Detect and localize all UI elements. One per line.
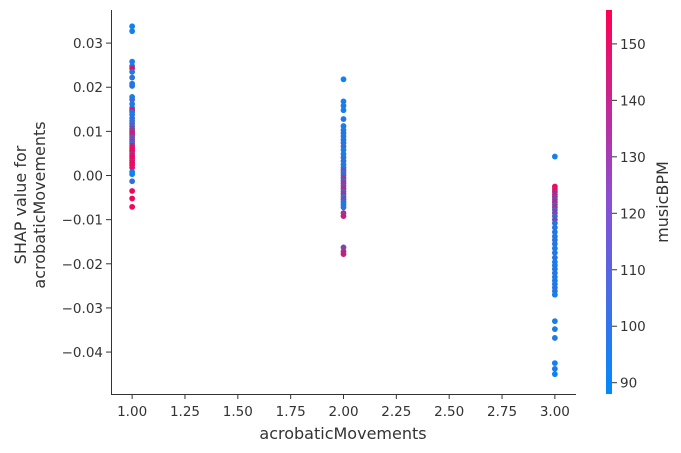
data-point: [129, 23, 136, 30]
colorbar: 90 100 110 120 130 140 150 musicBPM: [606, 10, 672, 394]
data-point: [129, 58, 136, 65]
data-point: [129, 203, 136, 210]
colorbar-tick-label: 130: [620, 150, 646, 166]
x-tick-label: 2.25: [381, 404, 411, 420]
colorbar-tick-label: 110: [620, 263, 646, 279]
y-tick-label: −0.01: [62, 213, 103, 229]
colorbar-ticks: 90 100 110 120 130 140 150: [612, 37, 646, 392]
y-axis-title: SHAP value for acrobaticMovements: [11, 121, 49, 288]
data-point: [551, 245, 558, 252]
data-point: [340, 213, 347, 220]
x-tick-label: 2.00: [328, 404, 358, 420]
data-point: [340, 76, 347, 83]
data-point: [551, 254, 558, 261]
data-point: [551, 249, 558, 256]
y-tick-label: 0.02: [73, 80, 103, 96]
data-point: [551, 153, 558, 160]
colorbar-tick-label: 150: [620, 37, 646, 53]
data-point: [551, 229, 558, 235]
data-point: [551, 220, 558, 227]
data-point: [129, 28, 136, 35]
data-point: [129, 68, 136, 75]
x-tick-label: 1.25: [170, 404, 200, 420]
colorbar-tick-label: 120: [620, 206, 646, 222]
x-tick-label: 1.00: [117, 404, 147, 420]
data-point: [551, 360, 558, 367]
x-tick-label: 2.75: [487, 404, 517, 420]
data-point: [129, 178, 136, 185]
y-tick-label: 0.00: [73, 169, 103, 185]
y-tick-label: 0.03: [73, 36, 103, 52]
data-point: [551, 224, 558, 231]
data-point: [551, 241, 558, 247]
data-point: [551, 237, 558, 243]
colorbar-gradient: [606, 10, 612, 394]
data-point: [551, 371, 558, 378]
data-point: [129, 171, 136, 178]
data-point: [129, 101, 136, 107]
data-point: [340, 116, 347, 122]
y-tick-label: 0.01: [73, 124, 103, 140]
y-tick-label: −0.03: [62, 301, 103, 317]
x-axis-ticks: 1.00 1.25 1.50 1.75 2.00 2.25 2.50 2.75 3.00: [117, 394, 570, 420]
x-axis-title: acrobaticMovements: [259, 424, 426, 443]
data-point: [551, 365, 558, 372]
data-point: [129, 96, 136, 103]
x-tick-label: 3.00: [540, 404, 570, 420]
colorbar-tick-label: 140: [620, 93, 646, 109]
data-point: [340, 123, 347, 129]
y-tick-label: −0.04: [62, 345, 103, 361]
data-point: [129, 83, 136, 89]
x-tick-label: 1.50: [223, 404, 253, 420]
y-axis-ticks: 0.03 0.02 0.01 0.00 −0.01 −0.02 −0.03 −0.04: [62, 36, 111, 361]
data-point: [340, 107, 347, 114]
data-point: [129, 164, 136, 171]
x-tick-label: 1.75: [276, 404, 306, 420]
data-point: [340, 251, 347, 257]
y-tick-label: −0.02: [62, 257, 103, 273]
colorbar-tick-label: 100: [620, 319, 646, 335]
x-tick-label: 2.50: [434, 404, 464, 420]
data-point: [340, 244, 347, 251]
data-point: [340, 204, 347, 211]
data-point: [129, 74, 136, 81]
y-axis-title-line-1: SHAP value for: [11, 145, 30, 264]
colorbar-label: musicBPM: [653, 161, 672, 243]
data-points: [129, 23, 558, 378]
colorbar-tick-label: 90: [620, 376, 637, 392]
data-point: [551, 291, 558, 298]
data-point: [340, 147, 347, 153]
data-point: [129, 188, 136, 194]
data-point: [551, 326, 558, 333]
data-point: [129, 195, 136, 202]
data-point: [551, 335, 558, 341]
y-axis-title-line-2: acrobaticMovements: [30, 121, 49, 288]
data-point: [340, 98, 347, 105]
data-point: [551, 318, 558, 325]
data-point: [551, 266, 558, 272]
plot-area: 0.03 0.02 0.01 0.00 −0.01 −0.02 −0.03 −0.04 1.0…: [62, 10, 576, 420]
data-point: [551, 270, 558, 276]
data-point: [340, 102, 347, 109]
